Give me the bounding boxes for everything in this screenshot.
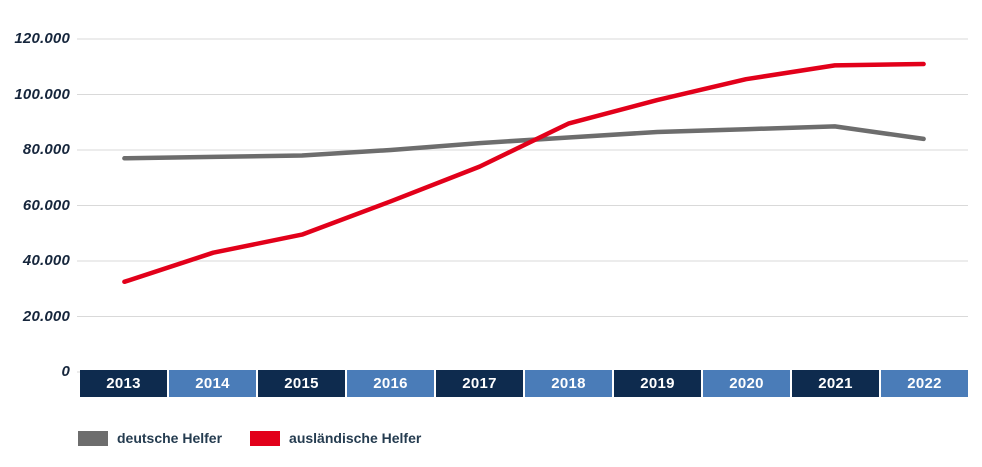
- x-axis-cell-2015: 2015: [258, 370, 345, 397]
- x-axis-cell-2014: 2014: [169, 370, 256, 397]
- legend-label-deutsche-helfer: deutsche Helfer: [117, 430, 223, 446]
- x-axis-band: 2013 2014 2015 2016 2017 2018 2019 2020 2021 2022: [80, 370, 968, 397]
- legend-label-auslaendische-helfer: ausländische Helfer: [289, 430, 422, 446]
- legend: deutsche Helfer ausländische Helfer: [78, 430, 421, 446]
- y-axis-tick-label: 60.000: [22, 197, 70, 214]
- x-axis-cell-2018: 2018: [525, 370, 612, 397]
- y-axis-tick-label: 120.000: [14, 30, 70, 47]
- x-axis-cell-2020: 2020: [703, 370, 790, 397]
- x-axis-cell-2021: 2021: [792, 370, 879, 397]
- x-axis-cell-2016: 2016: [347, 370, 434, 397]
- y-axis-tick-label: 100.000: [14, 86, 70, 103]
- legend-item-auslaendische-helfer: ausländische Helfer: [250, 430, 421, 446]
- y-axis-tick-label: 40.000: [22, 252, 70, 269]
- x-axis-cell-2017: 2017: [436, 370, 523, 397]
- legend-swatch-deutsche-helfer: [78, 430, 108, 446]
- series-line-0: [122, 124, 926, 161]
- y-axis-tick-label: 0: [61, 363, 70, 380]
- series-line-1: [122, 61, 926, 285]
- y-axis-tick-label: 80.000: [22, 141, 70, 158]
- x-axis-cell-2013: 2013: [80, 370, 167, 397]
- x-axis-cell-2022: 2022: [881, 370, 968, 397]
- legend-swatch-auslaendische-helfer: [250, 430, 281, 446]
- y-axis-tick-label: 20.000: [22, 308, 70, 325]
- x-axis-cell-2019: 2019: [614, 370, 701, 397]
- legend-item-deutsche-helfer: deutsche Helfer: [78, 430, 222, 446]
